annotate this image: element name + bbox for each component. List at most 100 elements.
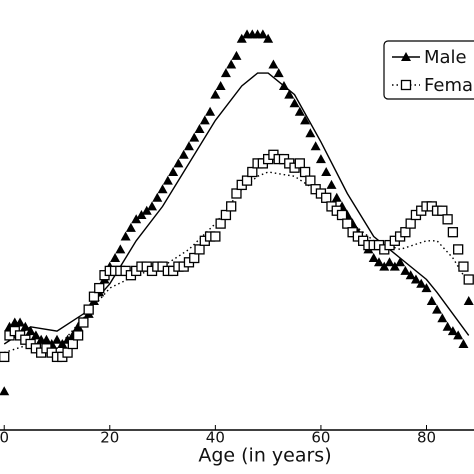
square-marker (453, 244, 464, 255)
triangle-marker (210, 89, 221, 99)
triangle-marker (400, 265, 411, 275)
x-tick-label: 60 (311, 429, 330, 447)
triangle-marker (257, 29, 268, 39)
triangle-marker (173, 158, 184, 168)
x-tick-label: 0 (0, 429, 9, 447)
square-marker (62, 347, 73, 358)
legend: Male Female (383, 40, 474, 100)
triangle-marker (199, 115, 210, 125)
triangle-marker (273, 68, 284, 78)
square-marker (226, 201, 237, 212)
square-marker (400, 79, 412, 91)
triangle-marker (57, 339, 68, 348)
square-marker (305, 175, 316, 186)
square-marker (210, 231, 221, 242)
square-marker (94, 282, 105, 294)
triangle-marker (73, 321, 84, 331)
triangle-marker (226, 59, 237, 69)
triangle-marker (215, 81, 226, 90)
square-marker (400, 227, 411, 238)
square-marker (215, 218, 226, 229)
triangle-marker (405, 270, 416, 280)
triangle-marker (183, 141, 194, 151)
square-marker (88, 291, 100, 302)
triangle-marker (120, 231, 131, 241)
x-tick-label: 20 (100, 429, 119, 447)
square-marker (442, 214, 453, 225)
square-marker (458, 261, 469, 272)
square-marker (241, 175, 253, 186)
triangle-marker (432, 304, 443, 314)
triangle-marker (141, 205, 152, 215)
triangle-marker (152, 192, 163, 202)
triangle-marker (294, 106, 305, 116)
triangle-marker (0, 386, 10, 396)
triangle-marker (115, 244, 126, 254)
triangle-marker (310, 141, 321, 151)
triangle-marker (389, 261, 400, 271)
triangle-marker (220, 68, 231, 78)
triangle-marker (189, 132, 200, 142)
triangle-marker (373, 257, 384, 267)
square-marker (83, 304, 94, 315)
x-tick-label: 40 (206, 429, 225, 447)
triangle-marker (305, 128, 316, 138)
square-marker (294, 158, 305, 169)
legend-label: Female (424, 75, 474, 96)
triangle-marker (289, 98, 300, 108)
triangle-marker (410, 274, 421, 284)
triangle-marker (315, 154, 326, 164)
square-marker (342, 218, 353, 229)
square-marker (336, 209, 348, 221)
triangle-marker (25, 326, 36, 336)
triangle-marker (331, 192, 342, 202)
x-tick-label: 80 (417, 429, 436, 447)
triangle-marker (458, 339, 469, 348)
square-marker (220, 209, 232, 221)
triangle-marker (52, 334, 63, 344)
triangle-marker (421, 283, 432, 293)
square-marker (299, 166, 311, 178)
triangle-marker (447, 326, 458, 336)
triangle-marker (426, 296, 437, 305)
triangle-marker (278, 81, 289, 90)
fit-line (3, 72, 470, 345)
triangle-marker (30, 330, 41, 340)
triangle-marker (326, 179, 337, 189)
triangle-marker (110, 253, 121, 262)
square-marker (194, 244, 205, 255)
square-marker (67, 338, 78, 350)
triangle-marker (41, 334, 52, 344)
triangle-marker (379, 261, 390, 271)
square-marker (437, 205, 448, 216)
square-marker (321, 192, 332, 203)
triangle-marker (437, 313, 448, 323)
triangle-marker (194, 124, 205, 133)
square-marker (463, 274, 474, 285)
triangle-marker (395, 257, 406, 267)
triangle-marker (463, 296, 474, 305)
triangle-marker (136, 210, 147, 219)
square-marker (247, 166, 258, 178)
triangle-marker (168, 167, 179, 176)
triangle-marker (442, 321, 453, 331)
triangle-marker (15, 317, 26, 327)
square-marker (72, 330, 84, 341)
triangle-marker (178, 149, 189, 159)
square-marker (447, 227, 459, 238)
triangle-marker (300, 115, 311, 125)
triangle-marker (453, 330, 464, 340)
triangle-marker (147, 201, 158, 211)
triangle-marker (205, 106, 216, 116)
triangle-marker (231, 50, 242, 60)
triangle-marker (284, 89, 295, 99)
triangle-marker (384, 257, 395, 267)
triangle-marker (268, 59, 279, 69)
triangle-marker (157, 184, 168, 194)
triangle-marker (416, 278, 427, 288)
square-marker (189, 252, 200, 264)
triangle-marker (263, 33, 274, 43)
triangle-marker (401, 52, 411, 61)
legend-label: Male (424, 47, 467, 68)
